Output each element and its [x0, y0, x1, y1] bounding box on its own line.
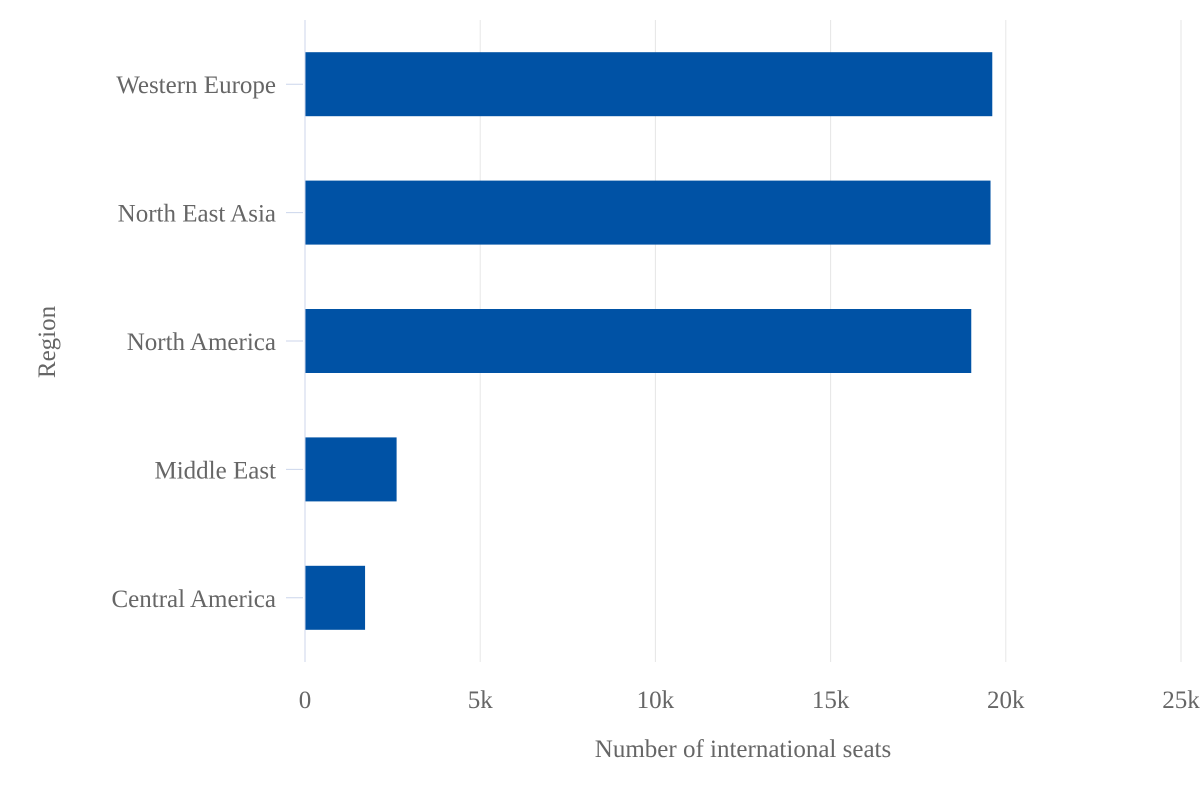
y-tick-label: North America	[127, 329, 276, 356]
y-tick-label: Western Europe	[116, 72, 276, 99]
bar[interactable]	[305, 52, 993, 117]
x-tick-label: 20k	[987, 687, 1025, 714]
x-tick-label: 10k	[637, 687, 675, 714]
y-tick-label: North East Asia	[118, 201, 276, 228]
y-tick-label: Middle East	[154, 457, 276, 484]
bar[interactable]	[305, 180, 991, 245]
x-tick-label: 25k	[1162, 687, 1200, 714]
x-tick-label: 15k	[812, 687, 850, 714]
x-tick-label: 0	[299, 687, 312, 714]
bar[interactable]	[305, 565, 366, 630]
x-tick-label: 5k	[468, 687, 494, 714]
bar[interactable]	[305, 309, 972, 373]
bar[interactable]	[305, 437, 397, 502]
x-axis-title: Number of international seats	[595, 736, 891, 763]
y-axis-title: Region	[34, 305, 61, 378]
bars	[305, 52, 993, 630]
axes	[286, 20, 306, 662]
tick-labels: 0 5k 10k 15k 20k 25k Western Europe North East …	[111, 72, 1200, 714]
y-tick-label: Central America	[111, 586, 276, 613]
